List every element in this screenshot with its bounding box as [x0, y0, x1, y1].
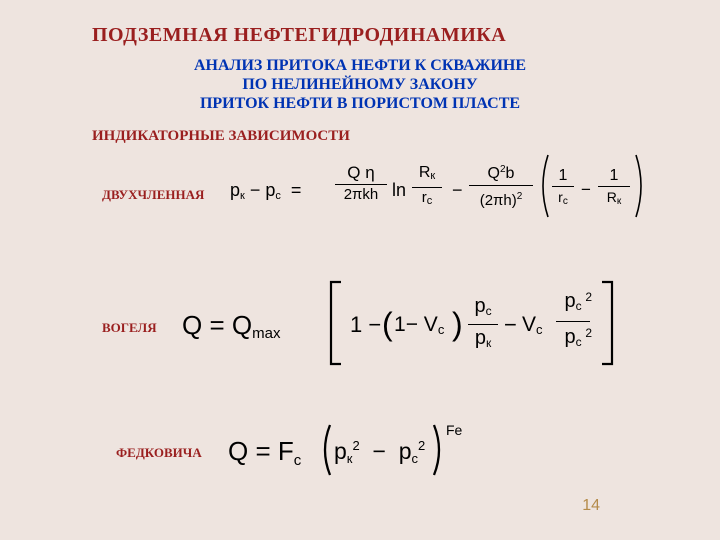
f1-frac4: 1 rс: [552, 168, 574, 210]
f2-frac1: pс pк: [468, 295, 498, 354]
f2-paren-r: ): [452, 306, 463, 343]
title-sub-block: АНАЛИЗ ПРИТОКА НЕФТИ К СКВАЖИНЕ ПО НЕЛИН…: [0, 56, 720, 94]
label-two-term: ДВУХЧЛЕННАЯ: [102, 187, 204, 203]
f2-lhs: Q = Qmax: [182, 310, 280, 342]
f3-inside: pк2 − pс2: [334, 438, 425, 466]
f2-minus2: −: [504, 312, 517, 338]
formula-fedkovich: Q = Fc pк2 − pс2 Fe: [228, 418, 548, 488]
f1-frac2: Rк rс: [412, 164, 442, 209]
slide-page: ПОДЗЕМНАЯ НЕФТЕГИДРОДИНАМИКА АНАЛИЗ ПРИТ…: [0, 0, 720, 540]
bracket-right-icon: [600, 280, 616, 366]
formula-two-term: pк − pс = Q η 2πkh ln Rк rс − Q2b (2πh)2…: [230, 158, 690, 228]
f2-v2: Vc: [522, 313, 543, 337]
big-paren-right-icon: [634, 153, 648, 219]
title-main: ПОДЗЕМНАЯ НЕФТЕГИДРОДИНАМИКА: [92, 24, 506, 47]
f3-lhs: Q = Fc: [228, 436, 301, 469]
f2-paren-l: (: [382, 306, 393, 343]
f2-frac2: pс2 pс2: [556, 288, 590, 355]
bracket-left-icon: [327, 280, 343, 366]
f1-frac3: Q2b (2πh)2: [469, 160, 533, 210]
label-vogel: ВОГЕЛЯ: [102, 320, 157, 336]
f1-minus2: −: [452, 180, 463, 201]
f1-lhs: pк − pс =: [230, 180, 301, 202]
formula-vogel: Q = Qmax 1 − ( 1− Vc ) pс pк − Vc pс2 pс…: [182, 282, 642, 372]
title-sub1-line1: АНАЛИЗ ПРИТОКА НЕФТИ К СКВАЖИНЕ: [194, 57, 526, 74]
f1-frac1: Q η 2πkh: [335, 164, 387, 203]
f2-inner: 1− Vc: [394, 313, 444, 337]
f2-one-minus: 1 −: [350, 312, 381, 338]
f1-ln: ln: [392, 180, 406, 201]
big-paren-left-icon: [536, 153, 550, 219]
page-number: 14: [582, 497, 600, 515]
f1-minus3: −: [581, 180, 591, 200]
f3-exponent: Fe: [446, 422, 462, 438]
label-fedkovich: ФЕДКОВИЧА: [116, 445, 202, 461]
paren-left-icon: [318, 423, 332, 477]
section-title: ИНДИКАТОРНЫЕ ЗАВИСИМОСТИ: [92, 128, 350, 145]
title-sub2: ПРИТОК НЕФТИ В ПОРИСТОМ ПЛАСТЕ: [0, 95, 720, 113]
title-sub1-line2: ПО НЕЛИНЕЙНОМУ ЗАКОНУ: [242, 76, 477, 93]
f1-frac5: 1 Rк: [598, 168, 630, 210]
paren-right-icon: [432, 423, 446, 477]
